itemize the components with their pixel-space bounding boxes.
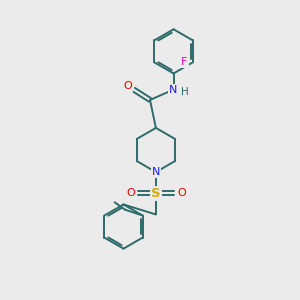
Text: N: N [152, 167, 160, 177]
Text: O: O [124, 81, 132, 91]
Text: F: F [181, 57, 188, 68]
Text: N: N [169, 85, 178, 94]
Text: O: O [126, 188, 135, 198]
Text: S: S [151, 187, 161, 200]
Text: H: H [181, 87, 189, 97]
Text: O: O [177, 188, 186, 198]
